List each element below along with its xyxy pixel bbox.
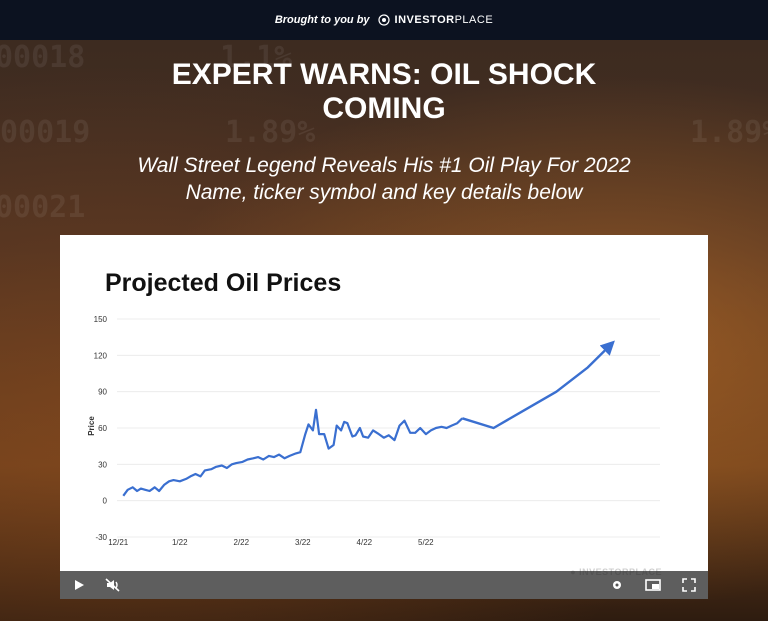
background-number: 00018 (0, 40, 86, 75)
background-number: 1.89% (225, 115, 316, 150)
subhead-line-1: Wall Street Legend Reveals His #1 Oil Pl… (137, 154, 631, 177)
settings-icon[interactable] (608, 576, 626, 594)
headline-line-1: EXPERT WARNS: OIL SHOCK (171, 58, 597, 91)
page-headline: EXPERT WARNS: OIL SHOCK COMING (120, 58, 648, 126)
video-player[interactable]: Projected Oil Prices 150 120 90 60 30 0 -30 12/… (60, 235, 708, 599)
play-icon[interactable] (70, 576, 88, 594)
investorplace-logo[interactable]: INVESTOR PLACE (377, 14, 494, 26)
x-tick-label: 5/22 (418, 538, 434, 547)
fullscreen-icon[interactable] (680, 576, 698, 594)
background-number: 00019 (0, 115, 91, 150)
x-tick-label: 1/22 (172, 538, 188, 547)
x-tick-label: 2/22 (234, 538, 250, 547)
subhead-line-2: Name, ticker symbol and key details belo… (185, 181, 583, 204)
sponsor-banner: Brought to you by INVESTOR PLACE (0, 0, 768, 40)
chart-title: Projected Oil Prices (105, 269, 342, 297)
banner-prefix: Brought to you by (274, 14, 370, 26)
video-controls (60, 571, 708, 599)
background-number: 00021 (0, 190, 86, 225)
y-tick-label: 90 (98, 388, 107, 397)
y-tick-label: 60 (98, 424, 107, 433)
headline-line-2: COMING (322, 92, 446, 125)
brand-bold: INVESTOR (394, 14, 455, 26)
historical-price-line (122, 408, 464, 497)
pip-icon[interactable] (644, 576, 662, 594)
y-tick-label: -30 (95, 533, 107, 542)
investorplace-logo-icon (377, 14, 390, 26)
x-tick-label: 4/22 (357, 538, 373, 547)
background-number: 1.1% (220, 40, 293, 75)
y-tick-label: 120 (94, 351, 108, 360)
background-number: 1.89% (690, 115, 768, 150)
y-tick-label: 150 (94, 315, 108, 324)
y-tick-label: 30 (98, 460, 107, 469)
x-tick-label: 3/22 (295, 538, 311, 547)
x-tick-label: 12/21 (108, 538, 129, 547)
y-axis-label: Price (87, 416, 96, 436)
brand-light: PLACE (454, 14, 494, 26)
mute-icon[interactable] (104, 576, 122, 594)
y-tick-label: 0 (103, 497, 108, 506)
projection-arrow-line (461, 340, 615, 430)
page-subheadline: Wall Street Legend Reveals His #1 Oil Pl… (80, 152, 688, 206)
